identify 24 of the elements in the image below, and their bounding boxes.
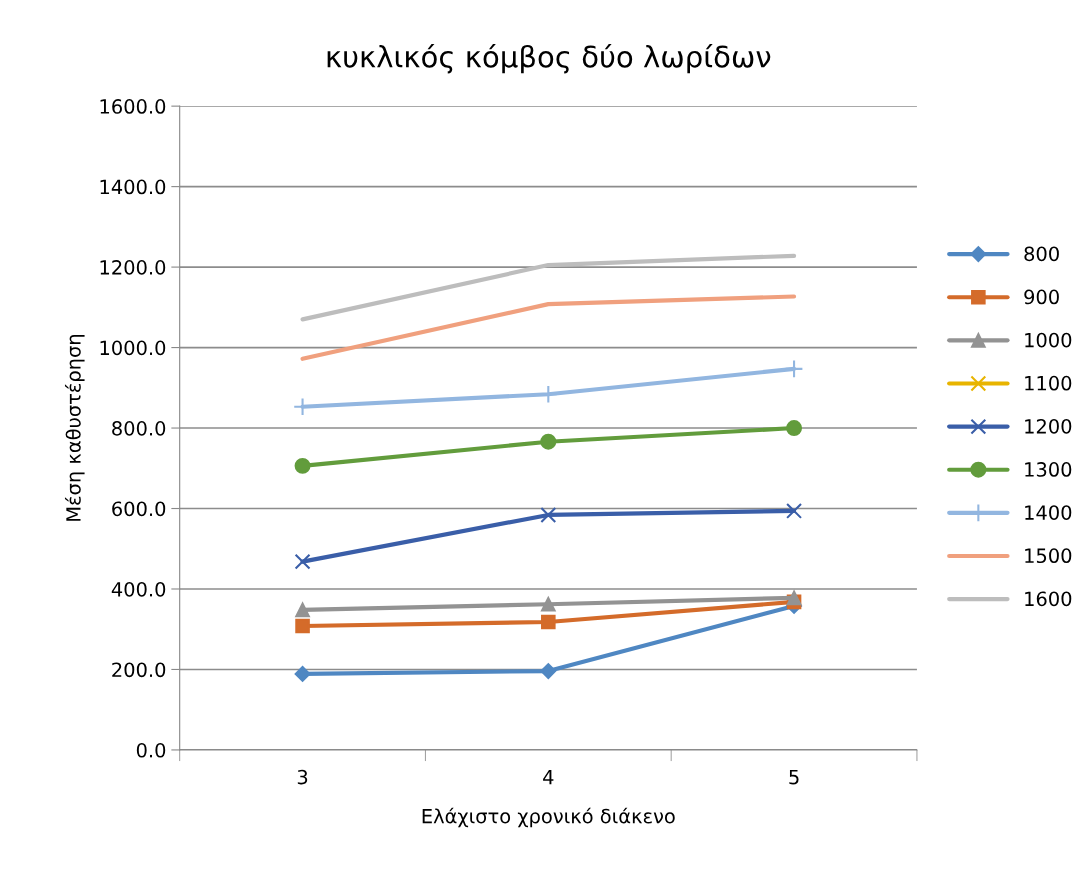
x-tick-label: 3 [297, 769, 308, 785]
legend-label: 800 [1024, 246, 1059, 262]
y-tick-label: 200.0 [112, 662, 166, 678]
legend-label: 1600 [1025, 591, 1072, 607]
y-tick-label: 400.0 [111, 581, 166, 597]
legend-label: 1200 [1025, 418, 1072, 434]
y-tick-label: 1200.0 [100, 260, 166, 275]
legend-label: 1500 [1025, 548, 1072, 564]
legend-label: 1100 [1025, 375, 1072, 391]
y-tick-label: 800.0 [112, 421, 166, 436]
y-tick-label: 600.0 [112, 501, 166, 517]
chart-title: κυκλικός κόμβος δύο λωρίδων [327, 43, 771, 74]
x-tick-label: 4 [543, 769, 554, 785]
y-tick-label: 1600.0 [100, 99, 166, 114]
y-tick-label: 1400.0 [100, 179, 166, 195]
x-tick-label: 5 [789, 769, 799, 785]
y-axis-title: Μέση καθυστέρηση [64, 334, 85, 521]
legend-label: 1000 [1025, 332, 1072, 348]
legend-label: 1400 [1025, 505, 1072, 520]
legend-label: 1300 [1025, 462, 1072, 477]
y-tick-label: 0.0 [136, 742, 166, 758]
legend-label: 900 [1024, 289, 1059, 305]
x-axis-title: Ελάχιστο χρονικό διάκενο [422, 807, 675, 828]
y-tick-label: 1000.0 [100, 340, 166, 356]
